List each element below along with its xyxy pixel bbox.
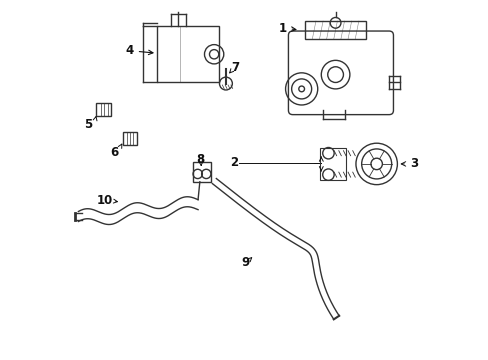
Text: 3: 3 <box>401 157 417 170</box>
Bar <box>157 26 219 82</box>
Text: 9: 9 <box>241 256 249 269</box>
Text: 2: 2 <box>230 156 238 169</box>
Text: 1: 1 <box>278 22 295 35</box>
Text: 6: 6 <box>110 146 118 159</box>
Text: 10: 10 <box>97 194 113 207</box>
Text: 8: 8 <box>196 153 204 166</box>
Bar <box>192 162 211 182</box>
Bar <box>96 103 111 116</box>
Text: 5: 5 <box>84 118 92 131</box>
Text: 7: 7 <box>230 61 239 74</box>
Text: 4: 4 <box>125 44 153 57</box>
Bar <box>123 132 136 145</box>
Bar <box>305 21 365 39</box>
Bar <box>319 148 346 180</box>
